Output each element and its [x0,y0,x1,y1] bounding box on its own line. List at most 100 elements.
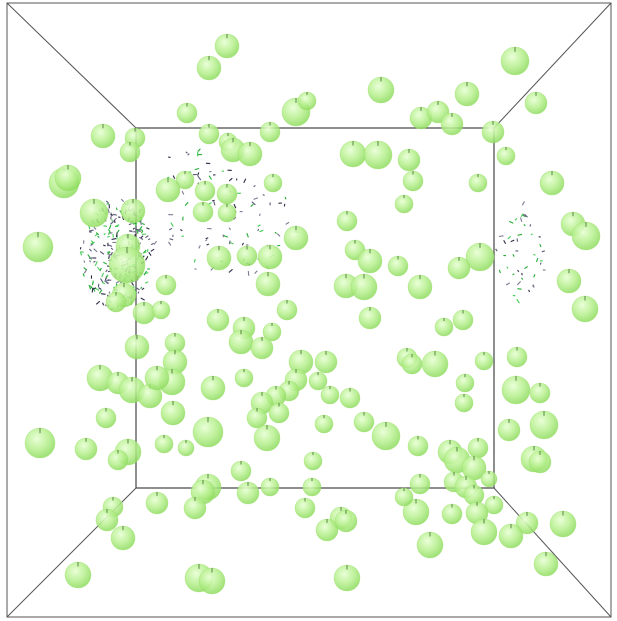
particle [92,287,97,290]
particle [106,235,110,238]
particle [100,293,106,295]
sphere [206,245,232,271]
sphere [394,194,414,214]
sphere [481,120,505,144]
sphere [528,450,552,474]
particle [97,266,100,271]
sphere [160,400,186,426]
particle [253,197,259,200]
particle [140,228,143,232]
particle [185,151,188,154]
sphere [480,470,498,488]
particle [283,203,286,207]
sphere [434,317,454,337]
sphere [90,123,116,149]
particle [506,266,509,269]
particle [107,279,112,281]
particle [108,291,111,294]
sphere [105,291,127,313]
sphere [192,201,214,223]
sphere [196,55,222,81]
particle [103,232,106,236]
particle [205,237,209,240]
sphere [515,511,539,535]
particle [524,266,528,270]
sphere [397,148,421,172]
particle [104,279,110,282]
particle [98,287,102,290]
particle [233,203,237,209]
sphere [421,350,449,378]
sphere [467,437,489,459]
sphere [333,564,361,592]
particle [257,228,260,232]
sphere [387,255,409,277]
particle [520,213,524,218]
particle [140,286,143,290]
sphere [416,531,444,559]
particle [213,201,216,206]
sphere [144,365,170,391]
sphere [206,308,230,332]
particle [257,224,261,227]
sphere [339,387,361,409]
sphere [288,349,314,375]
sphere [54,164,82,192]
particle [523,223,526,227]
particle [516,238,519,242]
sphere [176,102,198,124]
particle [101,272,105,278]
sphere [363,140,393,170]
particle [517,269,520,272]
particle [168,227,173,231]
sphere [484,495,504,515]
particle [153,240,158,245]
particle [132,227,135,230]
particle [516,298,520,304]
particle [108,224,112,230]
sphere [151,300,171,320]
particle [211,199,215,202]
particle [228,177,233,182]
particle [180,229,183,232]
sphere [497,418,521,442]
particle [110,247,114,251]
particle [83,267,87,271]
particle [83,260,86,263]
sphere [119,141,141,163]
particle [519,217,523,222]
particle [107,208,110,214]
sphere [108,246,146,284]
sphere [250,336,274,360]
particle [93,248,98,253]
sphere [465,242,495,272]
particle [107,253,112,256]
sphere [571,221,601,251]
particle [522,213,526,217]
particle [181,190,185,195]
particle [150,248,155,252]
sphere [440,112,464,136]
sphere [260,477,280,497]
sphere [155,274,177,296]
particle [541,250,545,253]
particle [111,238,117,240]
sphere [216,183,238,205]
sphere [353,411,375,433]
sphere [409,473,431,495]
particle [167,176,170,179]
particle [516,280,522,286]
sphere [107,449,129,471]
particle [90,242,94,247]
particle [91,287,94,293]
particle [517,233,523,236]
particle [100,278,104,283]
particle [97,235,100,238]
particle [170,222,174,227]
particle [110,220,114,225]
particle [528,289,531,293]
particle [254,270,258,274]
sphere [198,567,226,595]
sphere [455,373,475,393]
